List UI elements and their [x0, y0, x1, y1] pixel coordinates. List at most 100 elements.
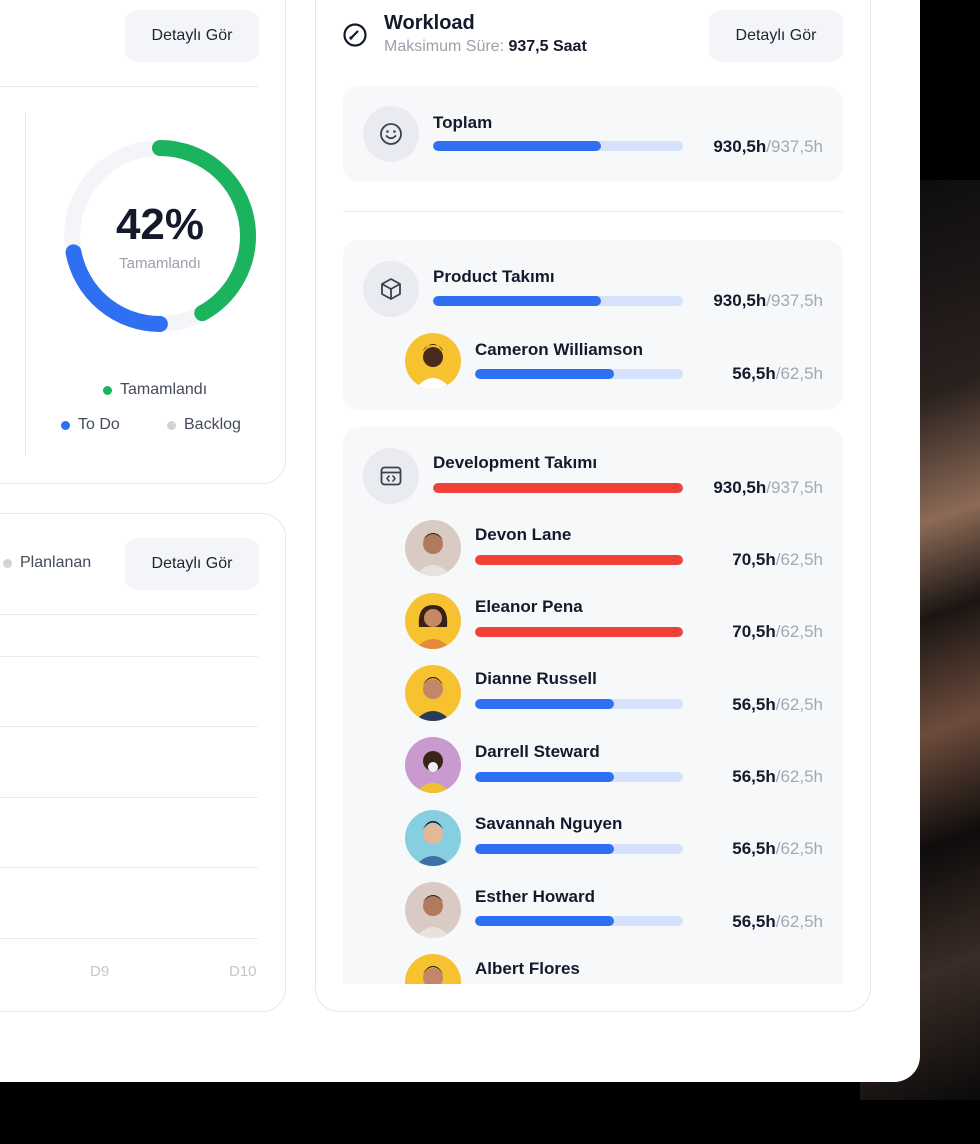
total-max: /937,5h	[766, 137, 823, 156]
member-name: Eleanor Pena	[475, 597, 583, 616]
member-progress-bar	[475, 772, 683, 782]
member-value: 70,5h/62,5h	[683, 550, 823, 570]
member-current: 70,5h	[732, 550, 776, 569]
chart-gridline	[0, 797, 258, 798]
workload-divider	[343, 211, 843, 212]
legend-completed: Tamamlandı	[103, 381, 207, 399]
member-progress-fill	[475, 555, 683, 565]
status-detail-button[interactable]: Detaylı Gör	[125, 10, 259, 62]
member-max: /62,5h	[775, 912, 823, 931]
team-progress-fill	[433, 483, 683, 493]
max-duration-value: 937,5 Saat	[508, 38, 587, 55]
member-max: /62,5h	[775, 550, 823, 569]
legend-completed-dot	[103, 385, 112, 395]
cube-icon	[363, 261, 419, 317]
completion-percent: 42%	[115, 200, 205, 249]
chart-gridline	[0, 614, 258, 615]
avatar-dianne-russell[interactable]	[405, 665, 461, 721]
team-progress-bar	[433, 296, 683, 306]
member-current: 56,5h	[732, 767, 776, 786]
member-progress-bar	[475, 369, 683, 379]
legend-todo-dot	[61, 420, 70, 430]
workload-subtitle: Maksimum Süre: 937,5 Saat	[384, 38, 587, 56]
development-team-panel: Development Takımı 930,5h/937,5h Devon L…	[343, 427, 843, 984]
chart-gridline	[0, 726, 258, 727]
member-progress-bar	[475, 627, 683, 637]
avatar-cameron-williamson[interactable]	[405, 333, 461, 389]
avatar-darrell-steward[interactable]	[405, 737, 461, 793]
status-vertical-divider	[25, 113, 26, 456]
member-current: 56,5h	[732, 364, 776, 383]
legend-planned: Planlanan	[3, 554, 91, 572]
member-progress-fill	[475, 699, 615, 709]
team-progress-fill	[433, 296, 601, 306]
legend-todo: To Do	[61, 416, 120, 434]
member-max: /62,5h	[775, 622, 823, 641]
legend-backlog-dot	[167, 420, 176, 430]
member-name: Albert Flores	[475, 959, 580, 978]
chart-x-tick: D10	[229, 963, 257, 980]
team-progress-bar	[433, 483, 683, 493]
team-max: /937,5h	[766, 291, 823, 310]
member-max: /62,5h	[775, 839, 823, 858]
workload-title: Workload	[384, 12, 475, 34]
chart-gridline	[0, 656, 258, 657]
member-name: Dianne Russell	[475, 669, 597, 688]
total-progress-bar	[433, 141, 683, 151]
team-value: 930,5h/937,5h	[683, 478, 823, 498]
status-divider	[0, 86, 258, 87]
member-progress-bar	[475, 555, 683, 565]
member-max: /62,5h	[775, 364, 823, 383]
member-current: 56,5h	[732, 695, 776, 714]
avatar-devon-lane[interactable]	[405, 520, 461, 576]
team-current: 930,5h	[713, 291, 767, 310]
member-name: Devon Lane	[475, 525, 572, 544]
chart-detail-button[interactable]: Detaylı Gör	[125, 538, 259, 590]
team-name: Development Takımı	[433, 453, 598, 472]
member-name: Darrell Steward	[475, 742, 600, 761]
member-value: 56,5h/62,5h	[683, 767, 823, 787]
legend-backlog: Backlog	[167, 416, 241, 434]
member-value: 56,5h/62,5h	[683, 839, 823, 859]
member-value: 56,5h/62,5h	[683, 912, 823, 932]
donut-completed-arc	[64, 140, 256, 332]
avatar-savannah-nguyen[interactable]	[405, 810, 461, 866]
avatar-esther-howard[interactable]	[405, 882, 461, 938]
avatar-albert-flores[interactable]	[405, 954, 461, 984]
legend-planned-label: Planlanan	[20, 554, 92, 571]
member-max: /62,5h	[775, 767, 823, 786]
completion-label: Tamamlandı	[119, 255, 201, 272]
team-name: Product Takımı	[433, 267, 555, 286]
member-max: /62,5h	[775, 695, 823, 714]
legend-completed-label: Tamamlandı	[120, 381, 208, 398]
member-progress-fill	[475, 627, 683, 637]
total-progress-fill	[433, 141, 601, 151]
donut-todo-arc	[64, 140, 256, 332]
member-value: 70,5h/62,5h	[683, 622, 823, 642]
team-value: 930,5h/937,5h	[683, 291, 823, 311]
member-current: 56,5h	[732, 912, 776, 931]
speedometer-icon	[343, 23, 367, 47]
workload-detail-button[interactable]: Detaylı Gör	[709, 10, 843, 62]
member-progress-fill	[475, 772, 615, 782]
max-duration-label: Maksimum Süre:	[384, 38, 505, 55]
member-current: 56,5h	[732, 839, 776, 858]
member-name: Savannah Nguyen	[475, 814, 623, 833]
total-name: Toplam	[433, 113, 493, 132]
chart-gridline	[0, 867, 258, 868]
avatar-eleanor-pena[interactable]	[405, 593, 461, 649]
team-current: 930,5h	[713, 478, 767, 497]
member-progress-bar	[475, 699, 683, 709]
app-window: Detaylı Gör 42% Tamamlandı Tamamlandı To…	[0, 0, 920, 1082]
completion-donut	[64, 140, 256, 332]
legend-todo-label: To Do	[78, 416, 120, 433]
member-current: 70,5h	[732, 622, 776, 641]
chart-x-tick: D9	[90, 963, 110, 980]
workload-scroll-area[interactable]: Toplam 930,5h/937,5h Product Takımı 930,…	[343, 0, 843, 984]
legend-backlog-label: Backlog	[184, 416, 241, 433]
member-progress-bar	[475, 844, 683, 854]
total-panel: Toplam 930,5h/937,5h	[343, 86, 843, 182]
member-progress-fill	[475, 369, 615, 379]
member-value: 56,5h/62,5h	[683, 695, 823, 715]
team-max: /937,5h	[766, 478, 823, 497]
